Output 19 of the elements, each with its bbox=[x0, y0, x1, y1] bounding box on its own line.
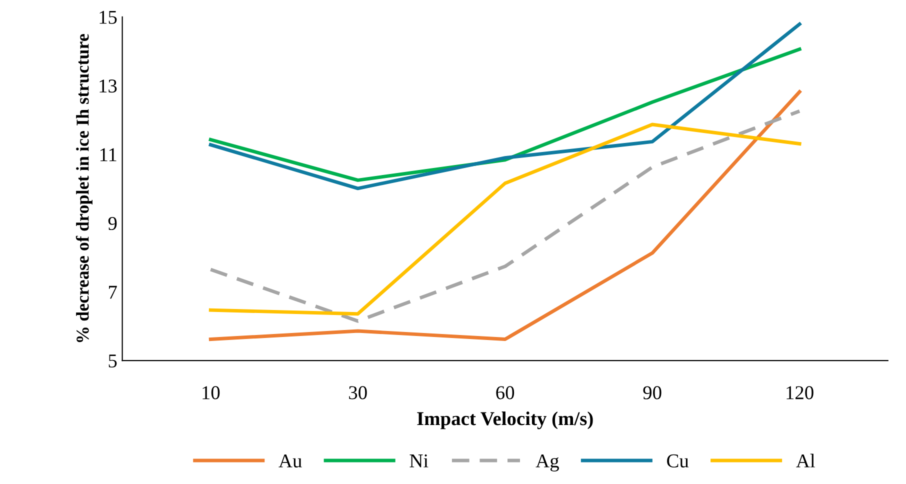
legend-label: Ag bbox=[536, 454, 559, 472]
x-axis-title: Impact Velocity (m/s) bbox=[417, 412, 593, 430]
line-series bbox=[208, 22, 802, 190]
y-tick-label: 9 bbox=[108, 216, 117, 230]
y-axis-title: % decrease of droplet in ice Ih structure bbox=[76, 34, 92, 342]
y-tick-label: 11 bbox=[100, 148, 116, 162]
x-tick-label: 60 bbox=[496, 386, 514, 400]
x-tick-label: 30 bbox=[349, 386, 367, 400]
y-tick-label: 5 bbox=[108, 354, 117, 368]
legend-label: Au bbox=[278, 454, 302, 468]
legend-label: Ni bbox=[410, 454, 428, 468]
x-tick-label: 120 bbox=[786, 386, 814, 400]
x-tick-label: 90 bbox=[643, 386, 662, 400]
legend-label: Al bbox=[796, 454, 815, 468]
y-tick-label: 13 bbox=[100, 80, 117, 93]
y-tick-label: 15 bbox=[100, 10, 117, 24]
x-tick-label: 10 bbox=[202, 386, 220, 400]
legend-label: Cu bbox=[667, 454, 689, 468]
y-tick-label: 7 bbox=[109, 286, 117, 299]
